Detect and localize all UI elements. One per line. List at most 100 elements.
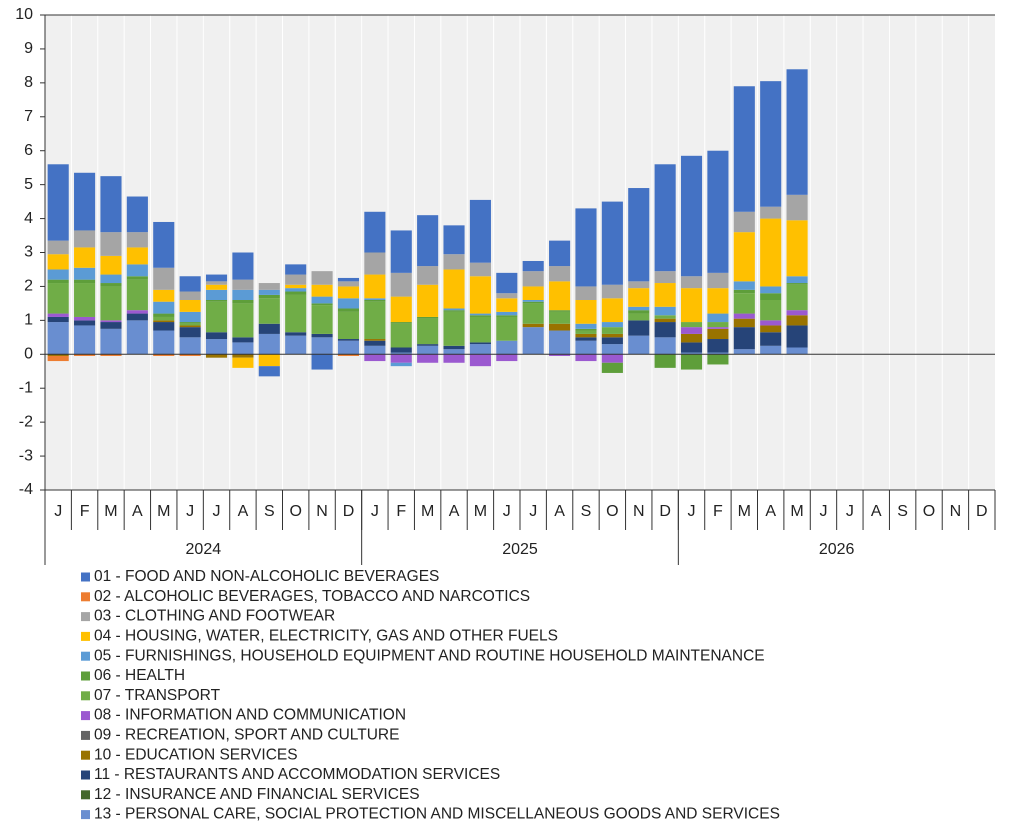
legend-swatch xyxy=(81,711,90,721)
year-label: 2026 xyxy=(819,541,855,558)
bar-segment xyxy=(760,325,782,333)
bar-segment xyxy=(390,322,412,324)
bar-segment xyxy=(100,322,122,329)
bar-segment xyxy=(179,337,201,355)
x-tick-label: J xyxy=(371,503,379,520)
x-tick-label: S xyxy=(581,503,592,520)
bar-segment xyxy=(707,327,729,329)
bar-segment xyxy=(760,320,782,326)
bar-segment xyxy=(179,325,201,328)
bar-segment xyxy=(654,271,676,284)
bar-segment xyxy=(311,333,333,338)
legend-label: 03 - CLOTHING AND FOOTWEAR xyxy=(94,608,335,625)
bar-segment xyxy=(443,345,465,350)
bar-segment xyxy=(285,291,307,295)
bar-segment xyxy=(549,311,571,324)
legend-label: 12 - INSURANCE AND FINANCIAL SERVICES xyxy=(94,786,420,803)
bar-segment xyxy=(786,325,808,348)
bar-segment xyxy=(285,332,307,336)
bar-segment xyxy=(786,220,808,277)
bar-segment xyxy=(575,300,597,324)
y-tick-label: 4 xyxy=(24,210,33,227)
legend-label: 11 - RESTAURANTS AND ACCOMMODATION SERVI… xyxy=(94,766,500,783)
bar-segment xyxy=(126,264,148,277)
bar-segment xyxy=(601,201,623,285)
x-tick-label: D xyxy=(976,503,988,520)
y-tick-label: -2 xyxy=(19,413,33,430)
bar-segment xyxy=(628,306,650,311)
bar-segment xyxy=(47,354,69,356)
legend-swatch xyxy=(81,770,90,780)
bar-segment xyxy=(786,315,808,326)
bar-segment xyxy=(232,279,254,290)
bar-segment xyxy=(522,260,544,272)
bar-segment xyxy=(337,277,360,282)
bar-segment xyxy=(417,354,439,363)
bar-segment xyxy=(311,284,333,297)
legend-swatch xyxy=(81,810,90,820)
bar-segment xyxy=(285,288,307,292)
bar-segment xyxy=(628,188,650,282)
bar-segment xyxy=(575,286,597,300)
bar-segment xyxy=(74,320,96,326)
bar-segment xyxy=(760,206,782,219)
bar-segment xyxy=(707,339,729,353)
bar-segment xyxy=(205,339,228,355)
bar-segment xyxy=(733,232,755,282)
y-tick-label: 10 xyxy=(15,6,33,23)
bar-segment xyxy=(205,300,228,302)
bar-segment xyxy=(205,354,228,358)
x-tick-label: O xyxy=(289,503,301,520)
bar-segment xyxy=(496,311,518,316)
bar-segment xyxy=(285,284,307,289)
bar-segment xyxy=(153,313,175,317)
bar-segment xyxy=(601,354,623,363)
bar-segment xyxy=(469,344,491,355)
y-tick-label: 6 xyxy=(24,142,33,159)
bar-segment xyxy=(390,272,412,297)
x-tick-label: S xyxy=(897,503,908,520)
bar-segment xyxy=(496,315,518,317)
bar-segment xyxy=(126,276,148,280)
bar-segment xyxy=(469,313,491,316)
year-label: 2024 xyxy=(186,541,222,558)
bar-segment xyxy=(549,354,571,356)
bar-segment xyxy=(601,298,623,323)
bar-segment xyxy=(575,340,597,355)
bar-segment xyxy=(311,337,333,355)
x-tick-label: A xyxy=(765,503,776,520)
bar-segment xyxy=(179,354,201,356)
bar-segment xyxy=(232,337,254,343)
bar-segment xyxy=(153,354,175,356)
legend-label: 06 - HEALTH xyxy=(94,667,185,684)
bar-segment xyxy=(74,279,96,284)
bar-segment xyxy=(601,337,623,345)
bar-segment xyxy=(232,303,254,338)
bar-segment xyxy=(680,352,703,355)
bar-segment xyxy=(337,298,360,309)
bar-segment xyxy=(654,315,676,319)
bar-segment xyxy=(364,340,386,346)
bar-segment xyxy=(443,225,465,255)
bar-segment xyxy=(575,333,597,338)
bar-segment xyxy=(232,300,254,304)
bar-segment xyxy=(364,300,386,302)
x-tick-label: J xyxy=(186,503,194,520)
bar-segment xyxy=(760,218,782,287)
x-tick-label: M xyxy=(104,503,117,520)
bar-segment xyxy=(390,323,412,348)
bar-segment xyxy=(285,335,307,355)
bar-segment xyxy=(232,354,254,358)
x-tick-label: J xyxy=(529,503,537,520)
legend-swatch xyxy=(81,730,90,740)
bar-segment xyxy=(680,342,703,353)
bar-segment xyxy=(232,289,254,300)
bar-segment xyxy=(364,211,386,253)
bar-segment xyxy=(601,284,623,299)
y-tick-label: 8 xyxy=(24,74,33,91)
bar-segment xyxy=(74,267,96,280)
bar-segment xyxy=(760,345,782,355)
legend-swatch xyxy=(81,671,90,681)
x-tick-label: J xyxy=(846,503,854,520)
